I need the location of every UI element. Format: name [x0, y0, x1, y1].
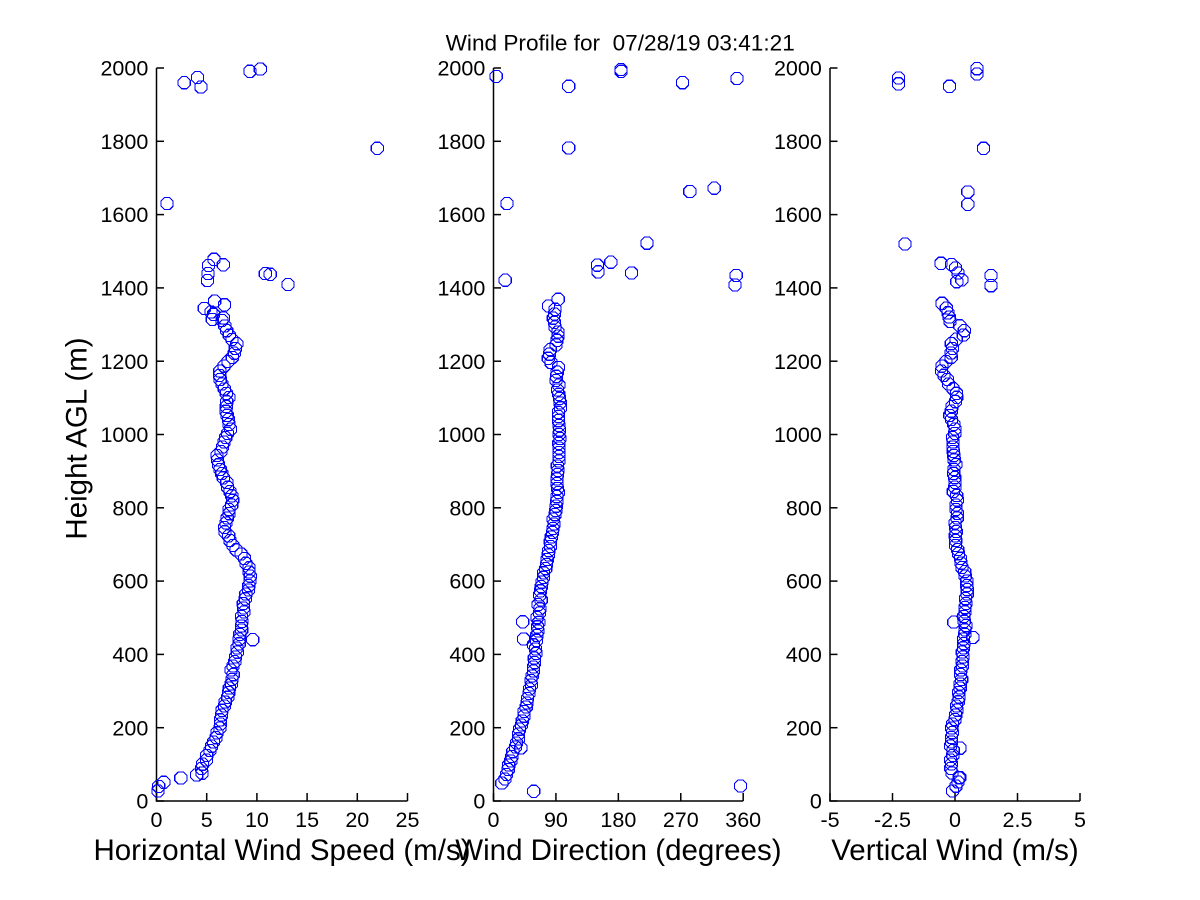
svg-text:1000: 1000 [774, 423, 822, 447]
svg-text:1800: 1800 [100, 130, 148, 154]
svg-text:0: 0 [949, 808, 961, 832]
svg-text:400: 400 [449, 643, 485, 667]
svg-text:800: 800 [786, 496, 822, 520]
svg-text:1200: 1200 [437, 350, 485, 374]
svg-text:Height AGL (m): Height AGL (m) [61, 337, 94, 539]
svg-text:600: 600 [112, 570, 148, 594]
svg-text:1400: 1400 [100, 277, 148, 301]
svg-text:200: 200 [449, 716, 485, 740]
svg-text:270: 270 [663, 808, 699, 832]
svg-text:1600: 1600 [100, 203, 148, 227]
svg-text:90: 90 [544, 808, 568, 832]
svg-text:600: 600 [449, 570, 485, 594]
svg-text:20: 20 [345, 808, 369, 832]
svg-text:2000: 2000 [774, 57, 822, 81]
svg-text:0: 0 [136, 790, 148, 814]
svg-text:2000: 2000 [100, 57, 148, 81]
svg-text:-2.5: -2.5 [874, 808, 911, 832]
svg-text:1200: 1200 [774, 350, 822, 374]
svg-text:400: 400 [786, 643, 822, 667]
svg-text:800: 800 [449, 496, 485, 520]
svg-text:2000: 2000 [437, 57, 485, 81]
svg-text:200: 200 [786, 716, 822, 740]
svg-text:1800: 1800 [774, 130, 822, 154]
svg-text:1600: 1600 [774, 203, 822, 227]
svg-text:-5: -5 [820, 808, 839, 832]
svg-text:800: 800 [112, 496, 148, 520]
svg-text:Horizontal Wind Speed (m/s): Horizontal Wind Speed (m/s) [93, 834, 470, 867]
svg-text:10: 10 [245, 808, 269, 832]
svg-text:1600: 1600 [437, 203, 485, 227]
svg-text:15: 15 [295, 808, 319, 832]
svg-text:1000: 1000 [437, 423, 485, 447]
svg-text:25: 25 [396, 808, 420, 832]
svg-text:5: 5 [1074, 808, 1086, 832]
svg-text:1200: 1200 [100, 350, 148, 374]
svg-text:Wind Profile for 07/28/19 03:: Wind Profile for 07/28/19 03:41:21 [446, 31, 795, 56]
svg-text:0: 0 [151, 808, 163, 832]
svg-text:Vertical Wind (m/s): Vertical Wind (m/s) [831, 834, 1079, 867]
svg-text:1400: 1400 [774, 277, 822, 301]
svg-text:Wind Direction (degrees): Wind Direction (degrees) [455, 834, 781, 867]
svg-text:600: 600 [786, 570, 822, 594]
svg-text:2.5: 2.5 [1003, 808, 1033, 832]
svg-text:0: 0 [473, 790, 485, 814]
svg-text:0: 0 [488, 808, 500, 832]
svg-text:400: 400 [112, 643, 148, 667]
svg-text:0: 0 [810, 790, 822, 814]
svg-text:1000: 1000 [100, 423, 148, 447]
svg-text:200: 200 [112, 716, 148, 740]
svg-text:1800: 1800 [437, 130, 485, 154]
svg-text:5: 5 [201, 808, 213, 832]
svg-text:360: 360 [725, 808, 761, 832]
svg-text:1400: 1400 [437, 277, 485, 301]
svg-text:180: 180 [600, 808, 636, 832]
